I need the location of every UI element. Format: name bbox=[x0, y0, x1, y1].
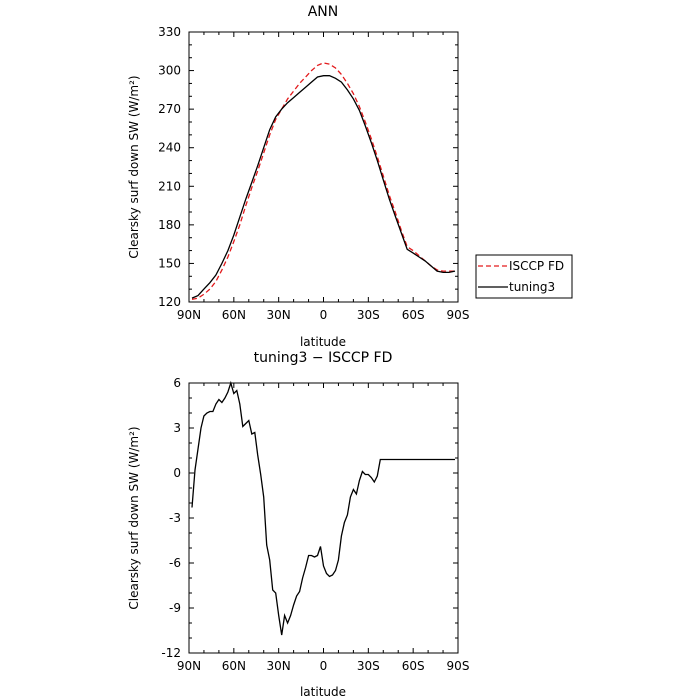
bottom-x-tick-label: 90S bbox=[447, 659, 470, 673]
top-y-tick-label: 210 bbox=[158, 179, 181, 193]
bottom-y-tick-label: -9 bbox=[169, 601, 181, 615]
top-series-line-isccp-fd bbox=[191, 62, 455, 301]
top-x-tick-label: 90N bbox=[177, 308, 201, 322]
bottom-y-tick-label: 3 bbox=[173, 421, 181, 435]
top-panel: ANN 90N 60N 30N 0 30S 60S 90S 120 150 180 210 240 27… bbox=[127, 4, 469, 349]
top-series-line-tuning3 bbox=[191, 75, 456, 299]
top-y-tick-label: 180 bbox=[158, 218, 181, 232]
bottom-x-tick-label: 90N bbox=[177, 659, 201, 673]
top-x-tick-label: 0 bbox=[320, 308, 328, 322]
top-x-tick-label: 60S bbox=[402, 308, 425, 322]
top-y-tick-label: 240 bbox=[158, 141, 181, 155]
bottom-plot-frame bbox=[188, 382, 459, 654]
top-y-axis-title: Clearsky surf down SW (W/m²) bbox=[127, 75, 141, 258]
legend-label-isccp-fd: ISCCP FD bbox=[509, 259, 564, 273]
legend-box bbox=[475, 254, 573, 299]
bottom-x-tick-label: 30S bbox=[357, 659, 380, 673]
top-x-tick-label: 60N bbox=[222, 308, 246, 322]
legend: ISCCP FD tuning3 bbox=[475, 254, 573, 299]
bottom-x-axis-title: latitude bbox=[300, 685, 346, 699]
bottom-panel: tuning3 − ISCCP FD 90N 60N 30N 0 30S 60S 90S -1… bbox=[127, 350, 469, 699]
bottom-x-tick-label: 60N bbox=[222, 659, 246, 673]
top-x-tick-label: 90S bbox=[447, 308, 470, 322]
legend-label-tuning3: tuning3 bbox=[509, 280, 555, 294]
top-x-axis-title: latitude bbox=[300, 335, 346, 349]
bottom-x-tick-label: 0 bbox=[320, 659, 328, 673]
top-x-tick-label: 30N bbox=[267, 308, 291, 322]
bottom-y-tick-label: 6 bbox=[173, 376, 181, 390]
top-x-tick-label: 30S bbox=[357, 308, 380, 322]
bottom-x-tick-label: 30N bbox=[267, 659, 291, 673]
top-plot-frame bbox=[188, 31, 459, 303]
top-plot-title: ANN bbox=[308, 4, 339, 20]
bottom-y-tick-label: -12 bbox=[161, 646, 181, 660]
bottom-y-tick-label: -3 bbox=[169, 511, 181, 525]
bottom-plot-title: tuning3 − ISCCP FD bbox=[254, 350, 393, 366]
top-y-tick-label: 300 bbox=[158, 64, 181, 78]
top-y-tick-label: 150 bbox=[158, 256, 181, 270]
bottom-y-axis-title: Clearsky surf down SW (W/m²) bbox=[127, 426, 141, 609]
bottom-x-tick-label: 60S bbox=[402, 659, 425, 673]
top-y-tick-label: 330 bbox=[158, 25, 181, 39]
top-y-tick-label: 120 bbox=[158, 295, 181, 309]
bottom-y-tick-label: 0 bbox=[173, 466, 181, 480]
bottom-series-line-0 bbox=[191, 380, 455, 636]
bottom-y-tick-label: -6 bbox=[169, 556, 181, 570]
top-y-tick-label: 270 bbox=[158, 102, 181, 116]
